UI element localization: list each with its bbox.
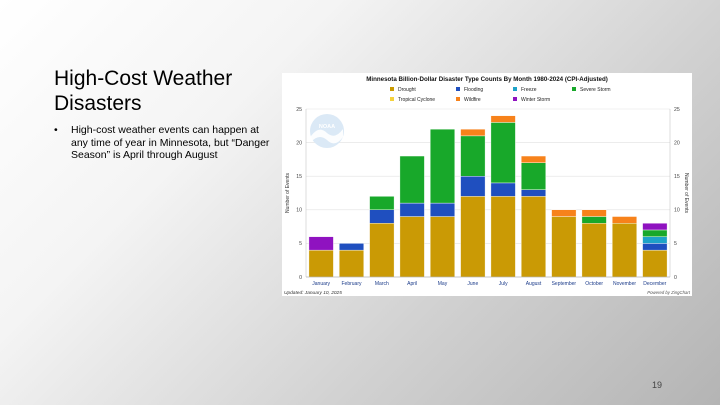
x-tick-label: December: [643, 281, 666, 287]
bar-segment: [551, 209, 577, 217]
footer-powered-by: Powered by ZingChart: [647, 290, 691, 295]
bar-segment: [521, 196, 546, 278]
footer-updated: Updated: January 10, 2025: [284, 290, 342, 296]
x-tick-label: February: [341, 281, 362, 287]
chart-title: Minnesota Billion-Dollar Disaster Type C…: [366, 76, 608, 83]
bar-segment: [490, 182, 516, 197]
y-axis-title-right: Number of Events: [683, 173, 689, 214]
y-tick-label-right: 10: [674, 208, 680, 214]
noaa-logo-text: NOAA: [319, 124, 335, 130]
bar-segment: [430, 216, 455, 278]
y-tick-label-right: 20: [674, 140, 680, 146]
y-tick-label-left: 10: [296, 208, 302, 214]
disaster-chart: NOAA 0 0 5 5 10 10 15 15 20 20 25 25 January February…: [284, 76, 691, 296]
bar-segment: [369, 196, 395, 211]
legend-label: Tropical Cyclone: [398, 97, 435, 103]
x-tick-label: November: [613, 281, 636, 287]
x-tick-label: June: [467, 281, 478, 287]
y-tick-label-left: 5: [299, 241, 302, 247]
x-tick-label: January: [312, 281, 330, 287]
x-tick-label: October: [585, 281, 603, 287]
bar-segment: [308, 249, 334, 278]
bar-segment: [399, 216, 425, 278]
bar-segment: [642, 249, 668, 278]
bar-segment: [642, 243, 668, 251]
x-tick-label: April: [407, 281, 417, 287]
bar-segment: [521, 162, 546, 190]
bar-segment: [551, 216, 577, 278]
bar-segment: [581, 209, 607, 217]
x-tick-label: September: [552, 281, 577, 287]
bar-segment: [430, 128, 455, 204]
bar-segment: [339, 249, 364, 278]
y-tick-label-right: 15: [674, 174, 680, 180]
bar-segment: [460, 128, 486, 137]
bar-segment: [612, 216, 637, 224]
x-tick-label: March: [375, 281, 389, 287]
legend-label: Drought: [398, 87, 416, 93]
x-tick-label: May: [438, 281, 448, 287]
bar-segment: [642, 236, 668, 244]
bullet-text: High-cost weather events can happen at a…: [71, 124, 270, 161]
bar-segment: [308, 236, 334, 251]
legend-swatch: [390, 97, 394, 101]
bar-segment: [612, 223, 637, 278]
legend-swatch: [456, 87, 460, 91]
bar-segment: [369, 223, 395, 278]
noaa-logo-icon: [310, 114, 344, 148]
bar-segment: [521, 155, 546, 163]
slide-number: 19: [652, 380, 663, 390]
legend-label: Winter Storm: [521, 97, 550, 103]
bar-segment: [460, 196, 486, 278]
bar-segment: [460, 175, 486, 197]
legend-label: Freeze: [521, 87, 537, 93]
legend-swatch: [572, 87, 576, 91]
slide-title: High-Cost Weather Disasters: [54, 67, 233, 115]
y-tick-label-right: 0: [674, 275, 677, 281]
legend-label: Wildfire: [464, 97, 481, 103]
legend-swatch: [513, 97, 517, 101]
bar-segment: [430, 202, 455, 217]
y-tick-label-right: 5: [674, 241, 677, 247]
legend-label: Flooding: [464, 87, 483, 93]
y-axis-title-left: Number of Events: [285, 172, 291, 213]
legend-label: Severe Storm: [580, 87, 611, 93]
y-tick-label-left: 20: [296, 140, 302, 146]
x-tick-label: July: [499, 281, 508, 287]
bullet-item: • High-cost weather events can happen at…: [54, 124, 274, 162]
y-tick-label-left: 15: [296, 174, 302, 180]
bullet-mark: •: [54, 124, 58, 136]
bar-segment: [490, 196, 516, 278]
y-tick-label-left: 0: [299, 275, 302, 281]
bar-segment: [399, 155, 425, 204]
bar-segment: [369, 209, 395, 224]
bar-segment: [642, 223, 668, 231]
bar-segment: [581, 216, 607, 224]
y-tick-label-right: 25: [674, 107, 680, 113]
bar-segment: [460, 135, 486, 177]
bar-segment: [399, 202, 425, 217]
bar-segment: [490, 122, 516, 184]
bar-segment: [521, 189, 546, 197]
y-tick-label-left: 25: [296, 107, 302, 113]
legend-swatch: [513, 87, 517, 91]
x-tick-label: August: [526, 281, 542, 287]
noaa-logo-wave: [311, 129, 343, 144]
bar-segment: [339, 243, 364, 251]
legend-swatch: [456, 97, 460, 101]
bullet-list: • High-cost weather events can happen at…: [54, 124, 274, 162]
chart-panel: NOAA 0 0 5 5 10 10 15 15 20 20 25 25 January February…: [282, 73, 692, 296]
bar-segment: [642, 229, 668, 237]
bar-segment: [490, 115, 516, 123]
legend-swatch: [390, 87, 394, 91]
bar-segment: [581, 223, 607, 278]
